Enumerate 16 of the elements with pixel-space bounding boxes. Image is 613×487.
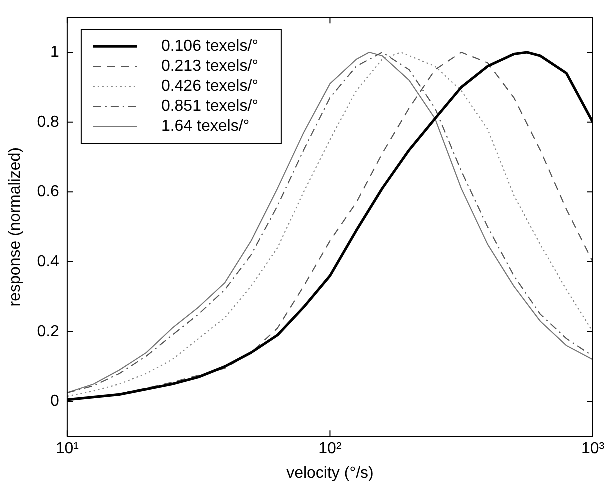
x-axis-title: velocity (°/s) (286, 464, 374, 482)
y-tick-label: 1 (50, 44, 60, 61)
legend-label: 0.426 texels/° (161, 78, 259, 96)
legend-label: 1.64 texels/° (161, 118, 250, 136)
legend-label: 0.213 texels/° (161, 58, 259, 76)
x-tick-label: 10² (318, 440, 342, 458)
y-axis-title: response (normalized) (7, 148, 24, 307)
y-tick-label: 0.4 (37, 253, 60, 270)
y-tick-label: 0.2 (37, 323, 60, 340)
y-tick-label: 0.8 (37, 114, 60, 131)
y-tick-label: 0 (50, 393, 60, 410)
y-tick-label: 0.6 (37, 184, 60, 201)
x-tick-label: 10¹ (56, 440, 80, 458)
legend-label: 0.106 texels/° (161, 38, 259, 56)
x-tick-label: 10³ (581, 440, 606, 458)
legend-label: 0.851 texels/° (161, 98, 259, 116)
